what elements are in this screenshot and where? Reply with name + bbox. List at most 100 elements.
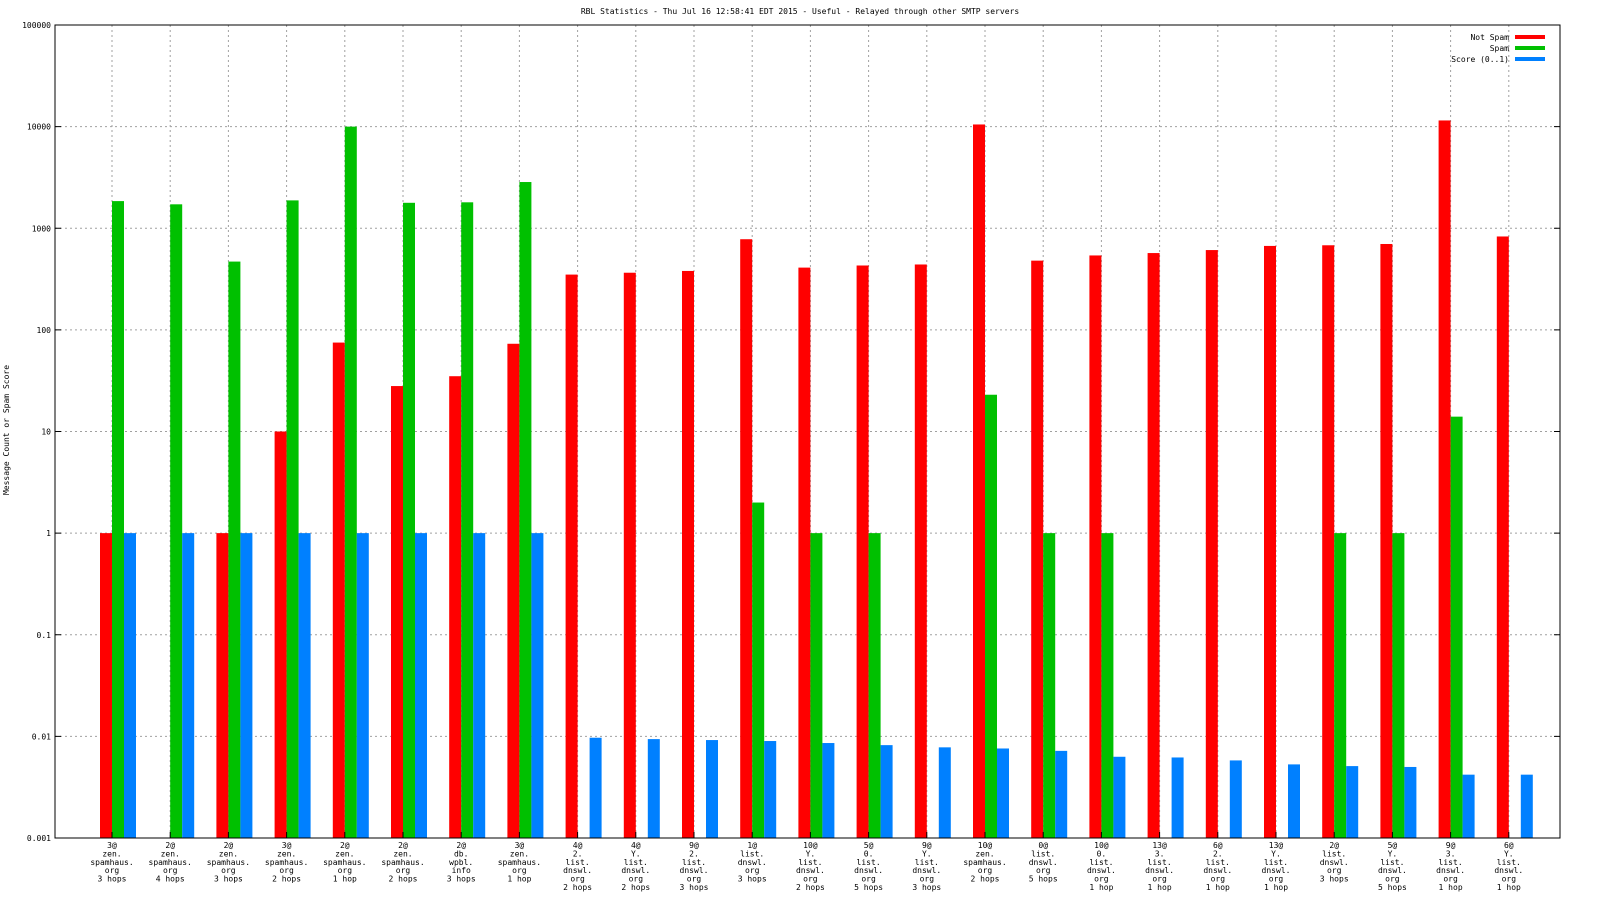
- bar-not-spam: [507, 343, 520, 838]
- bar-score-0-1: [356, 533, 369, 838]
- bar-spam: [1334, 533, 1347, 838]
- y-tick-label: 1000: [32, 224, 51, 233]
- x-tick-label: 10@ zen. spamhaus. org 2 hops: [963, 841, 1006, 884]
- bar-not-spam: [1496, 236, 1509, 838]
- y-tick-label: 100000: [22, 21, 51, 30]
- bar-spam: [752, 502, 765, 838]
- x-tick-label: 13@ Y. list. dnswl. org 1 hop: [1262, 841, 1291, 892]
- x-tick-label: 3@ zen. spamhaus. org 1 hop: [498, 841, 541, 884]
- legend-label: Spam: [1490, 44, 1509, 53]
- x-tick-label: 4@ Y. list. dnswl. org 2 hops: [621, 841, 650, 892]
- x-tick-label: 5@ Y. list. dnswl. org 5 hops: [1378, 841, 1407, 892]
- bars: [100, 120, 1533, 839]
- x-tick-label: 2@ zen. spamhaus. org 2 hops: [381, 841, 424, 884]
- bar-score-0-1: [1229, 760, 1242, 838]
- legend-swatch: [1515, 46, 1545, 50]
- y-tick-label: 0.01: [32, 732, 51, 741]
- bar-score-0-1: [1055, 750, 1068, 838]
- x-tick-label: 9@ 2. list. dnswl. org 3 hops: [680, 841, 709, 892]
- bar-score-0-1: [589, 737, 602, 838]
- bar-score-0-1: [706, 740, 718, 838]
- bar-score-0-1: [1404, 766, 1417, 838]
- bar-not-spam: [216, 533, 229, 838]
- legend-label: Score (0..1): [1451, 55, 1509, 64]
- bar-not-spam: [1089, 255, 1102, 838]
- x-tick-label: 6@ Y. list. dnswl. org 1 hop: [1494, 841, 1523, 892]
- bar-score-0-1: [647, 739, 660, 838]
- x-tick-label: 2@ list. dnswl. org 3 hops: [1320, 841, 1349, 884]
- bar-not-spam: [623, 272, 636, 838]
- bar-not-spam: [1031, 260, 1044, 838]
- bar-not-spam: [856, 265, 869, 838]
- bar-not-spam: [1205, 250, 1218, 838]
- bar-score-0-1: [880, 745, 893, 838]
- y-tick-label: 10: [41, 428, 51, 437]
- bar-score-0-1: [415, 533, 427, 838]
- x-tick-label: 3@ zen. spamhaus. org 2 hops: [265, 841, 308, 884]
- x-tick-label: 5@ 0. list. dnswl. org 5 hops: [854, 841, 883, 892]
- y-tick-label: 0.001: [27, 834, 51, 843]
- bar-not-spam: [1322, 245, 1335, 838]
- bar-spam: [344, 126, 357, 838]
- bar-score-0-1: [764, 741, 777, 838]
- x-tick-label: 2@ db. wpbl. info 3 hops: [447, 841, 476, 884]
- bar-spam: [1101, 533, 1114, 838]
- bar-not-spam: [332, 342, 345, 838]
- bar-not-spam: [449, 376, 462, 838]
- bar-spam: [1450, 416, 1463, 838]
- bar-not-spam: [798, 267, 811, 838]
- chart-title: RBL Statistics - Thu Jul 16 12:58:41 EDT…: [581, 7, 1019, 16]
- bar-not-spam: [740, 239, 753, 838]
- bar-spam: [868, 533, 881, 838]
- bar-not-spam: [100, 533, 112, 838]
- bar-score-0-1: [1520, 774, 1533, 838]
- legend-swatch: [1515, 57, 1545, 61]
- bar-spam: [461, 202, 474, 839]
- legend-label: Not Spam: [1470, 33, 1509, 42]
- x-tick-label: 13@ 3. list. dnswl. org 1 hop: [1145, 841, 1174, 892]
- bar-not-spam: [565, 274, 578, 838]
- bar-score-0-1: [1113, 756, 1126, 838]
- bar-spam: [985, 394, 997, 838]
- y-tick-label: 0.1: [37, 631, 52, 640]
- bar-spam: [112, 201, 124, 838]
- bar-not-spam: [1147, 253, 1160, 839]
- x-tick-label: 9@ 3. list. dnswl. org 1 hop: [1436, 841, 1465, 892]
- x-tick-label: 2@ zen. spamhaus. org 1 hop: [323, 841, 366, 884]
- bar-score-0-1: [997, 748, 1009, 838]
- bar-score-0-1: [473, 533, 486, 838]
- bar-not-spam: [682, 270, 694, 839]
- x-tick-label: 9@ Y. list. dnswl. org 3 hops: [912, 841, 941, 892]
- bar-spam: [1392, 533, 1405, 838]
- x-tick-label: 6@ 2. list. dnswl. org 1 hop: [1203, 841, 1232, 892]
- bar-score-0-1: [1462, 774, 1475, 838]
- bar-score-0-1: [240, 533, 253, 838]
- bar-not-spam: [1264, 245, 1276, 838]
- bar-not-spam: [1438, 120, 1451, 838]
- y-axis-ticks: 0.001 0.01 0.1 1 10 100 1000 10000 100000: [22, 21, 1560, 843]
- x-tick-label: 4@ 2. list. dnswl. org 2 hops: [563, 841, 592, 892]
- y-tick-label: 1: [46, 529, 51, 538]
- x-tick-label: 3@ zen. spamhaus. org 3 hops: [90, 841, 133, 884]
- bar-spam: [1043, 533, 1056, 838]
- bar-score-0-1: [822, 743, 835, 838]
- bar-spam: [286, 200, 299, 839]
- bar-spam: [810, 533, 823, 838]
- bar-score-0-1: [124, 533, 136, 838]
- y-tick-label: 10000: [27, 123, 51, 132]
- y-axis-label: Message Count or Spam Score: [2, 365, 11, 495]
- legend: Not Spam Spam Score (0..1): [1451, 33, 1545, 64]
- bar-score-0-1: [1171, 757, 1184, 838]
- bar-score-0-1: [1288, 764, 1300, 838]
- bar-score-0-1: [938, 747, 951, 838]
- bar-spam: [403, 202, 415, 838]
- bar-spam: [519, 182, 532, 839]
- bar-not-spam: [274, 431, 287, 838]
- x-tick-label: 10@ 0. list. dnswl. org 1 hop: [1087, 841, 1116, 892]
- bar-not-spam: [914, 264, 927, 838]
- x-tick-label: 10@ Y. list. dnswl. org 2 hops: [796, 841, 825, 892]
- bar-score-0-1: [1346, 766, 1359, 838]
- x-tick-label: 2@ zen. spamhaus. org 4 hops: [149, 841, 192, 884]
- bar-not-spam: [1380, 243, 1393, 838]
